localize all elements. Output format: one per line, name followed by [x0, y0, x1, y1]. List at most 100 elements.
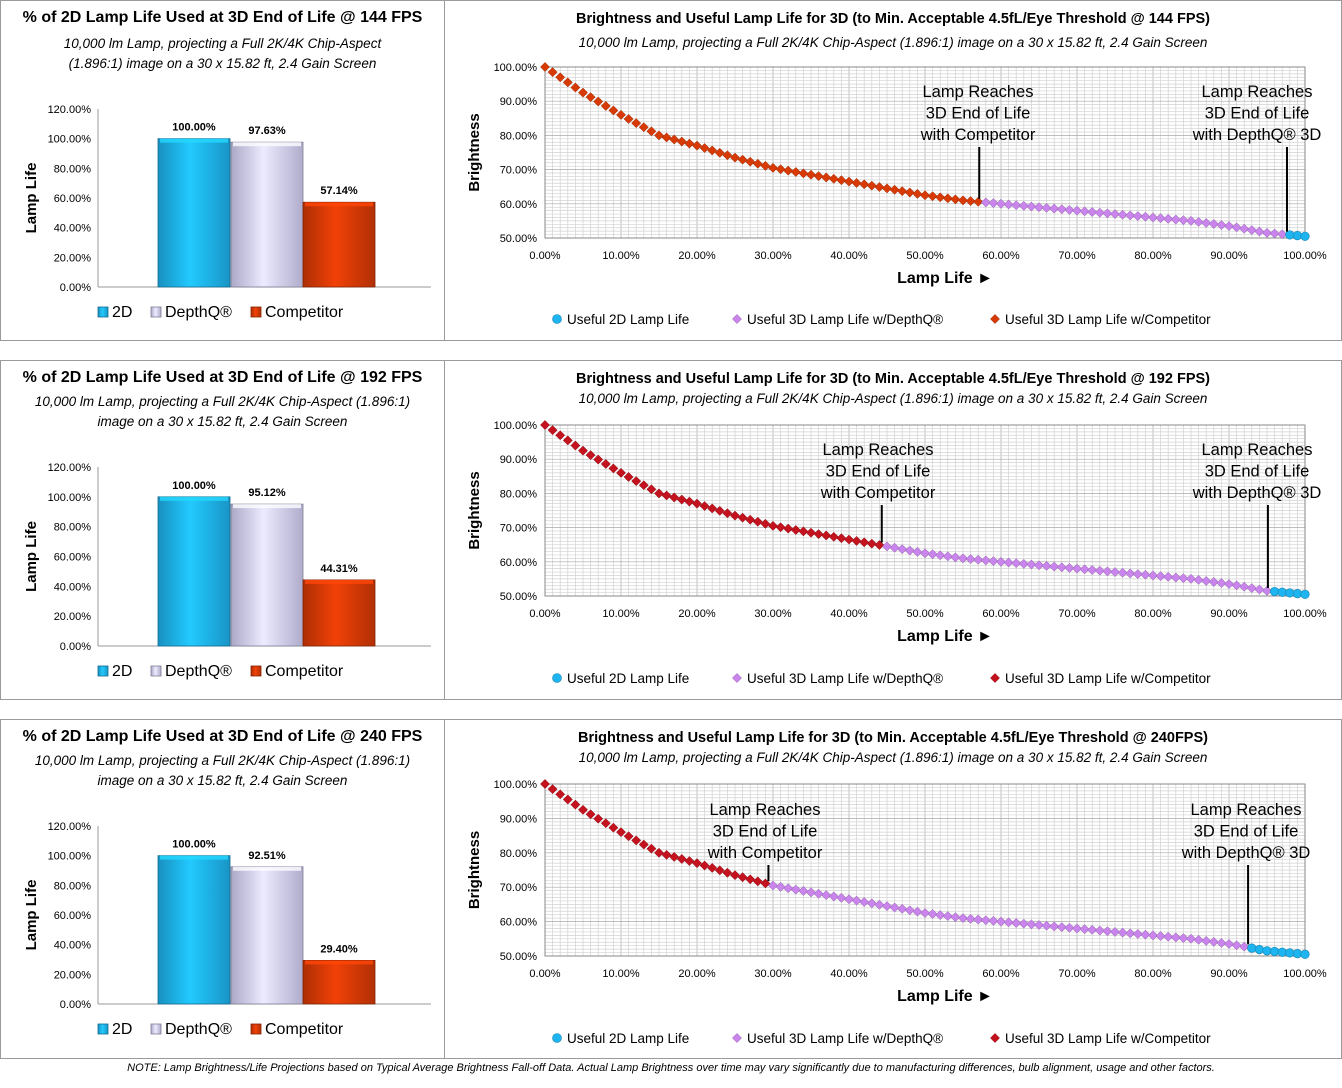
- annotation-line-2: 3D End of Life: [713, 823, 818, 841]
- point-3d-depthq: [1193, 934, 1204, 945]
- point-3d-depthq: [836, 892, 847, 903]
- x-tick-label: 50.00%: [906, 968, 944, 980]
- y-axis-label: Lamp Life: [23, 521, 40, 592]
- point-3d-depthq: [1117, 209, 1128, 220]
- y-tick-label: 50.00%: [500, 591, 538, 603]
- point-2d: [1292, 589, 1303, 599]
- point-3d-competitor: [692, 498, 702, 509]
- point-3d-competitor: [631, 835, 642, 846]
- point-3d-competitor: [555, 72, 566, 83]
- point-3d-competitor: [866, 538, 877, 549]
- point-3d-competitor: [684, 856, 695, 867]
- point-3d-depthq: [1148, 570, 1158, 581]
- y-tick-label: 60.00%: [500, 199, 538, 211]
- y-tick-label: 120.00%: [48, 821, 92, 833]
- legend-label: 2D: [112, 663, 132, 680]
- point-3d-competitor: [836, 533, 847, 544]
- point-2d: [1292, 231, 1303, 241]
- point-3d-depthq: [1117, 927, 1128, 938]
- chart-subtitle: 10,000 lm Lamp, projecting a Full 2K/4K …: [578, 391, 1208, 406]
- point-3d-depthq: [1262, 585, 1272, 596]
- point-3d-depthq: [1246, 225, 1257, 236]
- data-label: 100.00%: [172, 839, 216, 851]
- point-3d-depthq: [1087, 924, 1098, 935]
- point-3d-depthq: [1178, 933, 1189, 944]
- annotation-line-1: Lamp Reaches: [1202, 83, 1313, 101]
- point-3d-depthq: [958, 913, 968, 924]
- y-tick-label: 40.00%: [54, 581, 92, 593]
- point-3d-competitor: [844, 176, 854, 187]
- point-3d-competitor: [676, 136, 687, 147]
- x-tick-label: 80.00%: [1134, 608, 1172, 620]
- y-tick-label: 120.00%: [48, 462, 92, 474]
- point-3d-depthq: [942, 911, 953, 922]
- point-3d-depthq: [1148, 212, 1158, 223]
- chart-title: Brightness and Useful Lamp Life for 3D (…: [578, 730, 1208, 746]
- plot-area: [544, 783, 1306, 957]
- point-3d-competitor: [730, 510, 740, 521]
- y-tick-label: 80.00%: [500, 848, 538, 860]
- bar-depthq: [230, 503, 304, 647]
- legend-marker: [552, 673, 562, 683]
- point-3d-competitor: [783, 523, 794, 534]
- y-tick-label: 60.00%: [500, 557, 538, 569]
- point-3d-competitor: [912, 188, 923, 199]
- point-3d-depthq: [1140, 211, 1151, 222]
- point-3d-depthq: [1193, 574, 1204, 585]
- data-label: 57.14%: [320, 185, 358, 197]
- point-3d-competitor: [790, 167, 801, 177]
- point-2d: [1300, 231, 1310, 241]
- x-tick-label: 60.00%: [982, 968, 1020, 980]
- point-3d-competitor: [676, 854, 687, 864]
- point-2d: [1247, 943, 1257, 953]
- data-label: 92.51%: [248, 850, 286, 862]
- x-tick-label: 80.00%: [1134, 250, 1172, 262]
- data-label: 44.31%: [320, 563, 358, 575]
- point-3d-competitor: [654, 488, 664, 499]
- point-3d-depthq: [1224, 221, 1234, 231]
- point-3d-depthq: [1254, 584, 1265, 595]
- y-tick-label: 100.00%: [494, 62, 538, 74]
- point-3d-competitor: [730, 870, 740, 881]
- point-3d-depthq: [1094, 207, 1105, 218]
- y-tick-label: 60.00%: [54, 910, 92, 922]
- point-3d-competitor: [904, 187, 915, 198]
- point-3d-competitor: [760, 518, 771, 529]
- legend-label: 2D: [112, 304, 132, 321]
- point-3d-competitor: [806, 527, 816, 538]
- x-tick-label: 70.00%: [1058, 250, 1096, 262]
- point-3d-competitor: [935, 192, 946, 203]
- point-3d-depthq: [912, 906, 923, 917]
- legend-label: Useful 2D Lamp Life: [567, 1031, 689, 1046]
- legend-swatch: [150, 665, 162, 677]
- bar-chart-svg: 0.00% 20.00% 40.00% 60.00% 80.00% 100.00% 120.…: [23, 462, 431, 680]
- point-3d-competitor: [828, 173, 839, 184]
- point-3d-competitor: [661, 490, 672, 501]
- x-axis-label: Lamp Life ►: [897, 270, 993, 287]
- bar-chart-192fps: 0.00% 20.00% 40.00% 60.00% 80.00% 100.00% 120.…: [0, 360, 445, 700]
- point-3d-competitor: [578, 804, 588, 815]
- point-3d-competitor: [745, 874, 756, 885]
- y-tick-label: 80.00%: [54, 163, 92, 175]
- line-chart-svg: 50.00% 60.00% 70.00% 80.00% 90.00% 100.00% 0.0…: [466, 420, 1327, 686]
- point-3d-competitor: [661, 849, 672, 860]
- point-3d-depthq: [882, 901, 892, 912]
- y-tick-label: 90.00%: [500, 813, 538, 825]
- y-tick-label: 20.00%: [54, 969, 92, 981]
- point-3d-competitor: [608, 105, 619, 116]
- point-3d-depthq: [1003, 557, 1014, 568]
- point-3d-competitor: [547, 784, 558, 795]
- chart-subtitle: 10,000 lm Lamp, projecting a Full 2K/4K …: [578, 35, 1208, 50]
- point-3d-competitor: [540, 420, 550, 430]
- point-2d: [1285, 588, 1295, 598]
- legend-label: Useful 3D Lamp Life w/DepthQ®: [747, 312, 943, 327]
- point-3d-depthq: [1117, 567, 1128, 578]
- point-3d-depthq: [1041, 202, 1052, 213]
- point-3d-depthq: [1208, 219, 1219, 229]
- point-3d-depthq: [1079, 206, 1090, 217]
- point-3d-competitor: [775, 164, 786, 175]
- bar-2d: [157, 496, 231, 647]
- point-3d-competitor: [874, 540, 885, 550]
- point-3d-competitor: [798, 168, 809, 179]
- legend-swatch: [97, 665, 109, 677]
